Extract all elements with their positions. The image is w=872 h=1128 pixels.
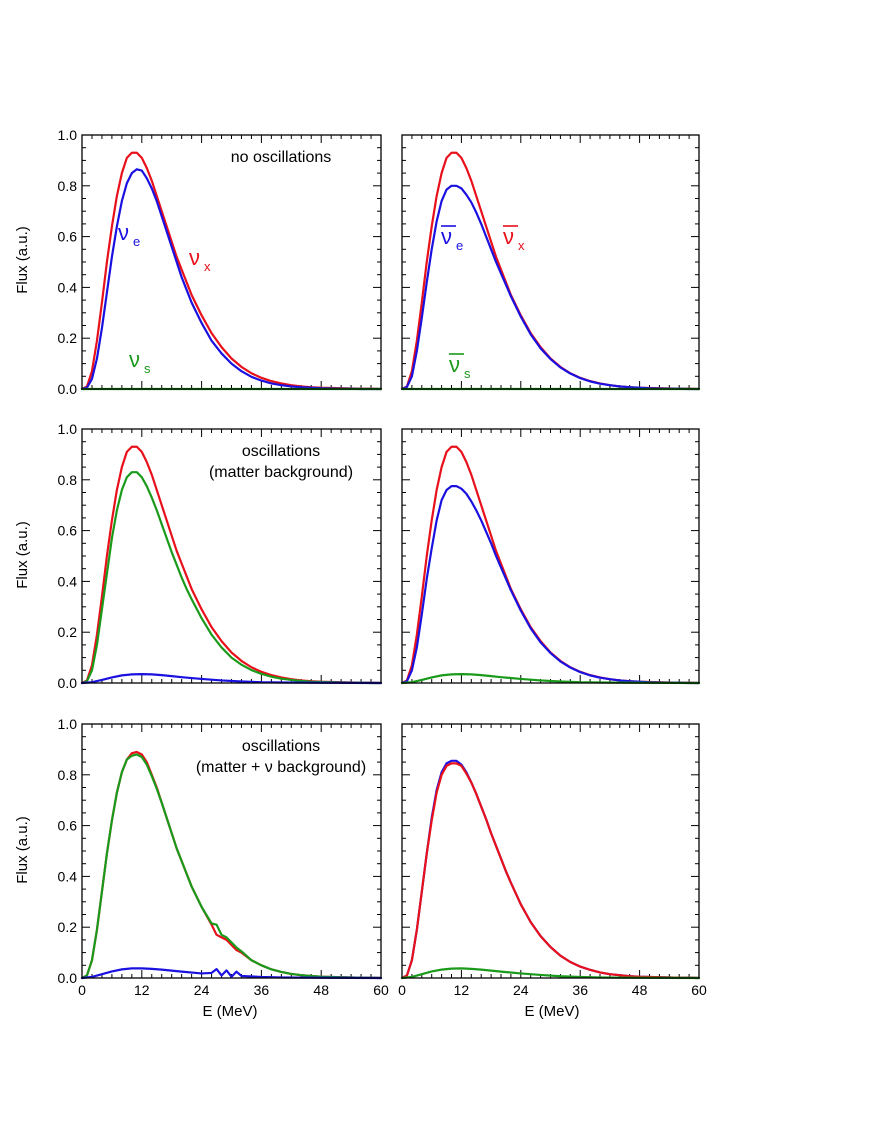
y-tick-label: 0.6	[58, 229, 78, 245]
svg-text:ν: ν	[118, 220, 129, 245]
y-tick-label: 0.8	[58, 178, 78, 194]
svg-text:ν: ν	[503, 224, 514, 249]
svg-text:x: x	[518, 238, 525, 253]
x-tick-label: 12	[454, 982, 470, 998]
x-tick-label: 60	[691, 982, 707, 998]
y-tick-label: 0.4	[58, 279, 78, 295]
label-nubar-s: ν s	[449, 352, 471, 381]
svg-text:ν: ν	[441, 224, 452, 249]
ticks-row2-right	[401, 428, 700, 684]
y-axis-title-row3: Flux (a.u.)	[14, 816, 31, 884]
y-axis-title-row1: Flux (a.u.)	[14, 226, 31, 294]
panel-row2-left: 0.0 0.2 0.4 0.6 0.8 1.0	[58, 421, 383, 691]
y-tick-label: 1.0	[58, 716, 78, 732]
x-tick-label: 48	[313, 982, 329, 998]
svg-text:ν: ν	[189, 245, 200, 270]
annotation-no-oscillations: no oscillations	[231, 149, 332, 166]
y-tick-label: 0.2	[58, 330, 78, 346]
series-line	[80, 753, 383, 980]
y-tick-label: 0.0	[58, 970, 78, 986]
x-tick-label: 24	[194, 982, 210, 998]
y-tick-label: 0.0	[58, 675, 78, 691]
x-axis-title-left: E (MeV)	[202, 1003, 257, 1020]
annotation-matter-nu-background: (matter + ν background)	[196, 759, 366, 776]
series-line	[400, 762, 701, 980]
series-line	[400, 967, 701, 980]
panel-row1-right	[400, 134, 701, 391]
panel-row2-right	[400, 428, 701, 685]
svg-text:ν: ν	[129, 347, 140, 372]
series-line	[80, 445, 383, 685]
plot-frame	[401, 134, 700, 390]
label-nu-s: ν s	[129, 347, 151, 376]
panel-row1-left: 0.0 0.2 0.4 0.6 0.8 1.0	[58, 127, 383, 397]
ticks-row1-left	[81, 134, 382, 390]
x-tick-label: 60	[373, 982, 389, 998]
series-line	[400, 151, 701, 391]
x-tick-label: 0	[398, 982, 406, 998]
y-tick-label: 1.0	[58, 127, 78, 143]
series-line	[80, 151, 383, 391]
ticks-row1-right	[401, 134, 700, 390]
svg-text:x: x	[204, 259, 211, 274]
x-axis-title-right: E (MeV)	[524, 1003, 579, 1020]
annotation-matter-background: (matter background)	[209, 464, 353, 481]
x-tick-label: 0	[78, 982, 86, 998]
plot-frame	[81, 723, 382, 979]
label-nubar-e: ν e	[441, 224, 463, 253]
panels-layer: 0.00.20.40.60.81.00.00.20.40.60.81.00.00…	[58, 127, 707, 998]
y-tick-label: 0.8	[58, 472, 78, 488]
series-line	[400, 673, 701, 685]
y-tick-label: 0.4	[58, 573, 78, 589]
series-line	[400, 445, 701, 685]
y-axis-title-row2: Flux (a.u.)	[14, 521, 31, 589]
label-nu-x: ν x	[189, 245, 211, 274]
label-nu-e: ν e	[118, 220, 140, 249]
plot-frame	[401, 428, 700, 684]
plot-frame	[81, 428, 382, 684]
svg-text:s: s	[144, 361, 151, 376]
annotation-oscillations-3: oscillations	[242, 738, 320, 755]
series-line	[400, 184, 701, 391]
series-line	[80, 673, 383, 685]
series-line	[80, 750, 383, 980]
label-nubar-x: ν x	[503, 224, 525, 253]
x-tick-label: 36	[572, 982, 588, 998]
series-line	[400, 485, 701, 685]
series-line	[80, 967, 383, 980]
x-tick-label: 24	[513, 982, 529, 998]
series-line	[80, 168, 383, 391]
annotation-oscillations-2: oscillations	[242, 443, 320, 460]
x-tick-label: 36	[254, 982, 270, 998]
y-tick-label: 0.2	[58, 919, 78, 935]
svg-text:ν: ν	[449, 352, 460, 377]
svg-text:e: e	[133, 234, 140, 249]
plot-frame	[81, 134, 382, 390]
svg-text:e: e	[456, 238, 463, 253]
y-tick-label: 0.2	[58, 624, 78, 640]
y-tick-label: 1.0	[58, 421, 78, 437]
svg-text:s: s	[464, 366, 471, 381]
ticks-row3-right	[401, 723, 700, 979]
y-tick-label: 0.0	[58, 381, 78, 397]
x-tick-label: 48	[632, 982, 648, 998]
y-tick-label: 0.4	[58, 868, 78, 884]
panel-row3-right: 0 12 24 36 48 60	[398, 723, 707, 998]
y-tick-label: 0.6	[58, 818, 78, 834]
plot-frame	[401, 723, 700, 979]
y-tick-label: 0.6	[58, 523, 78, 539]
y-tick-label: 0.8	[58, 767, 78, 783]
x-tick-label: 12	[134, 982, 150, 998]
panel-row3-left: 0.0 0.2 0.4 0.6 0.8 1.0 0 12 24 36 48 60	[58, 716, 389, 998]
